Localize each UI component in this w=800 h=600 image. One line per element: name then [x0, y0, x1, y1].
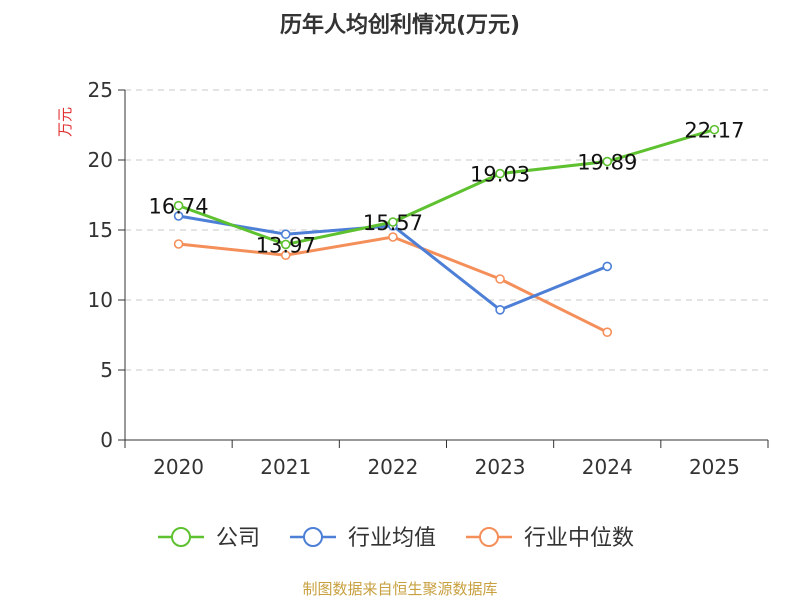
y-tick-label: 0	[100, 428, 113, 452]
chart-title: 历年人均创利情况(万元)	[280, 12, 520, 38]
legend-label: 公司	[216, 526, 260, 551]
data-point	[602, 327, 613, 338]
data-point	[280, 250, 291, 260]
data-point	[173, 239, 184, 249]
x-tick-label: 2022	[367, 455, 418, 479]
data-point	[388, 217, 398, 227]
legend-item-1: 行业均值	[290, 526, 436, 551]
data-point	[602, 156, 613, 167]
data-label: 19.03	[470, 163, 530, 187]
data-point	[280, 229, 291, 239]
x-tick-label: 2021	[260, 455, 311, 479]
data-point	[495, 274, 505, 284]
data-labels: 16.74 13.97 15.57 19.03 19.89 22.17	[149, 119, 745, 258]
grid-lines	[125, 89, 768, 371]
data-label: 19.89	[577, 151, 637, 175]
x-tick-label: 2024	[582, 455, 633, 479]
x-tick-label: 2020	[153, 455, 204, 479]
legend-item-2: 行业中位数	[466, 526, 634, 551]
y-tick-label: 25	[88, 78, 113, 102]
series-line-2	[178, 235, 608, 334]
data-point	[495, 304, 505, 315]
legend-item-0: 公司	[158, 526, 260, 551]
y-tick-label: 10	[88, 288, 113, 312]
data-label: 15.57	[363, 211, 423, 235]
y-tick-label: 15	[88, 218, 113, 242]
legend-marker	[171, 527, 191, 547]
legend-label: 行业中位数	[524, 526, 634, 551]
y-tick-label: 20	[88, 148, 113, 172]
data-point	[280, 239, 291, 250]
data-point	[495, 168, 505, 179]
data-label: 16.74	[149, 195, 209, 219]
legend-label: 行业均值	[348, 526, 436, 551]
series-line-0	[178, 128, 715, 246]
y-axis-label: 万元	[56, 107, 74, 137]
data-point	[173, 211, 184, 221]
data-point	[709, 124, 720, 135]
x-tick-label: 2025	[689, 455, 740, 479]
source-note: 制图数据来自恒生聚源数据库	[302, 580, 497, 598]
legend: 公司 行业均值 行业中位数	[158, 526, 634, 551]
data-point	[173, 200, 184, 211]
data-point	[388, 232, 398, 242]
data-label: 13.97	[256, 233, 316, 257]
legend-marker	[303, 527, 323, 547]
series-lines	[173, 124, 720, 338]
y-tick-label: 5	[100, 358, 113, 382]
data-point	[602, 261, 613, 272]
data-label: 22.17	[684, 119, 744, 143]
legend-marker	[479, 527, 499, 547]
x-tick-label: 2023	[475, 455, 526, 479]
